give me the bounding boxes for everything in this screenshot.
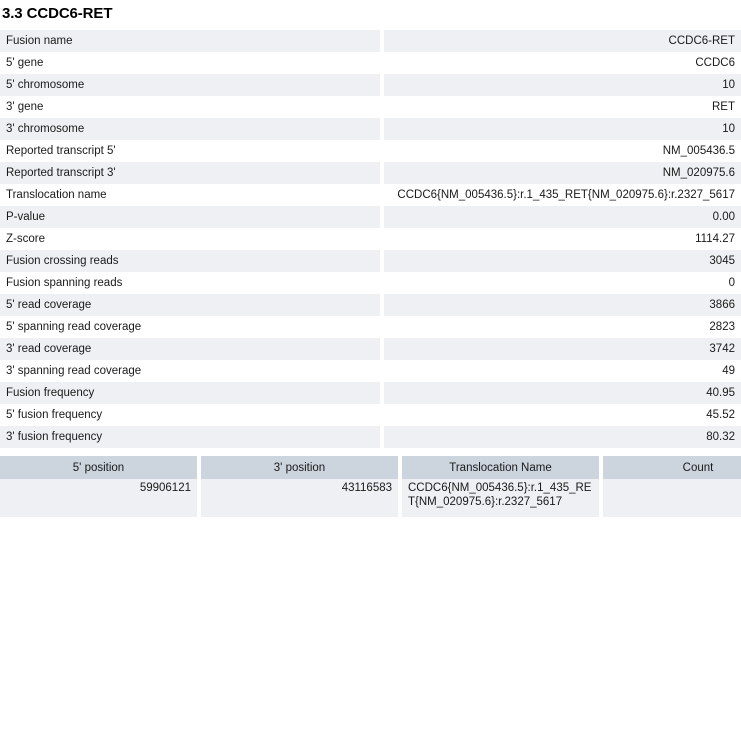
detail-label: P-value (0, 206, 380, 228)
detail-label: Reported transcript 5' (0, 140, 380, 162)
detail-value: 40.95 (384, 382, 741, 404)
header-spacer (197, 456, 201, 479)
detail-label: 3' read coverage (0, 338, 380, 360)
cell-spacer (380, 360, 384, 382)
detail-value: 45.52 (384, 404, 741, 426)
breakpoint-table: 5' position 3' position Translocation Na… (0, 456, 741, 517)
table-row: 59906121 43116583 CCDC6{NM_005436.5}:r.1_4… (0, 479, 741, 517)
detail-label: 3' spanning read coverage (0, 360, 380, 382)
table-row: Fusion frequency 40.95 (0, 382, 741, 404)
cell-spacer (398, 479, 402, 517)
table-row: 3' fusion frequency 80.32 (0, 426, 741, 448)
detail-label: Fusion spanning reads (0, 272, 380, 294)
detail-label: 5' fusion frequency (0, 404, 380, 426)
detail-value: CCDC6 (384, 52, 741, 74)
detail-value: CCDC6-RET (384, 30, 741, 52)
detail-value: 3045 (384, 250, 741, 272)
detail-label: Fusion crossing reads (0, 250, 380, 272)
detail-label: 5' gene (0, 52, 380, 74)
table-row: 5' spanning read coverage 2823 (0, 316, 741, 338)
page-title: 3.3 CCDC6-RET (2, 5, 113, 22)
header-spacer (599, 456, 603, 479)
table-row: Fusion name CCDC6-RET (0, 30, 741, 52)
table-row: 5' gene CCDC6 (0, 52, 741, 74)
table-row: 5' read coverage 3866 (0, 294, 741, 316)
detail-value: RET (384, 96, 741, 118)
cell-spacer (380, 316, 384, 338)
detail-value: CCDC6{NM_005436.5}:r.1_435_RET{NM_020975… (384, 184, 741, 206)
detail-value: 0.00 (384, 206, 741, 228)
table-row: 5' fusion frequency 45.52 (0, 404, 741, 426)
cell-spacer (380, 404, 384, 426)
breakpoint-count: 3045 (603, 479, 741, 517)
detail-value: 2823 (384, 316, 741, 338)
table-header-row: 5' position 3' position Translocation Na… (0, 456, 741, 479)
cell-spacer (380, 74, 384, 96)
fusion-details-table: Fusion name CCDC6-RET 5' gene CCDC6 5' chrom… (0, 30, 741, 448)
detail-label: 3' fusion frequency (0, 426, 380, 448)
cell-spacer (380, 96, 384, 118)
table-row: 3' gene RET (0, 96, 741, 118)
header-spacer (398, 456, 402, 479)
detail-value: 1114.27 (384, 228, 741, 250)
cell-spacer (380, 206, 384, 228)
detail-label: 5' chromosome (0, 74, 380, 96)
breakpoint-5p-position: 59906121 (0, 479, 197, 517)
table-row: 3' chromosome 10 (0, 118, 741, 140)
detail-value: 0 (384, 272, 741, 294)
table-row: Reported transcript 5' NM_005436.5 (0, 140, 741, 162)
detail-label: Reported transcript 3' (0, 162, 380, 184)
fusion-structure-diagram: 1599061215990655625985255259852702359832… (0, 521, 741, 727)
detail-label: Fusion name (0, 30, 380, 52)
cell-spacer (380, 52, 384, 74)
cell-spacer (380, 426, 384, 448)
cell-spacer (380, 272, 384, 294)
detail-value: 3866 (384, 294, 741, 316)
detail-label: 5' read coverage (0, 294, 380, 316)
cell-spacer (380, 184, 384, 206)
cell-spacer (380, 140, 384, 162)
breakpoint-3p-position: 43116583 (201, 479, 398, 517)
cell-spacer (380, 250, 384, 272)
detail-label: 5' spanning read coverage (0, 316, 380, 338)
cell-spacer (380, 118, 384, 140)
detail-label: Z-score (0, 228, 380, 250)
cell-spacer (380, 338, 384, 360)
detail-label: Fusion frequency (0, 382, 380, 404)
table-row: 3' read coverage 3742 (0, 338, 741, 360)
detail-value: 10 (384, 118, 741, 140)
cell-spacer (380, 382, 384, 404)
cell-spacer (380, 294, 384, 316)
column-header-count: Count (603, 456, 741, 479)
detail-value: NM_020975.6 (384, 162, 741, 184)
table-row: Reported transcript 3' NM_020975.6 (0, 162, 741, 184)
detail-label: 3' gene (0, 96, 380, 118)
table-row: Fusion crossing reads 3045 (0, 250, 741, 272)
detail-value: 3742 (384, 338, 741, 360)
table-row: Fusion spanning reads 0 (0, 272, 741, 294)
cell-spacer (380, 30, 384, 52)
cell-spacer (380, 162, 384, 184)
table-row: P-value 0.00 (0, 206, 741, 228)
table-row: Translocation name CCDC6{NM_005436.5}:r.1… (0, 184, 741, 206)
column-header-5p-position: 5' position (0, 456, 197, 479)
cell-spacer (599, 479, 603, 517)
table-row: 3' spanning read coverage 49 (0, 360, 741, 382)
fusion-report-page: 3.3 CCDC6-RET Fusion name CCDC6-RET 5' gen… (0, 5, 741, 756)
detail-value: 10 (384, 74, 741, 96)
breakpoint-translocation-name: CCDC6{NM_005436.5}:r.1_435_RET{NM_020975… (402, 479, 599, 517)
detail-label: Translocation name (0, 184, 380, 206)
table-row: Z-score 1114.27 (0, 228, 741, 250)
detail-value: 80.32 (384, 426, 741, 448)
cell-spacer (197, 479, 201, 517)
column-header-3p-position: 3' position (201, 456, 398, 479)
table-row: 5' chromosome 10 (0, 74, 741, 96)
cell-spacer (380, 228, 384, 250)
detail-value: NM_005436.5 (384, 140, 741, 162)
detail-label: 3' chromosome (0, 118, 380, 140)
column-header-translocation-name: Translocation Name (402, 456, 599, 479)
detail-value: 49 (384, 360, 741, 382)
